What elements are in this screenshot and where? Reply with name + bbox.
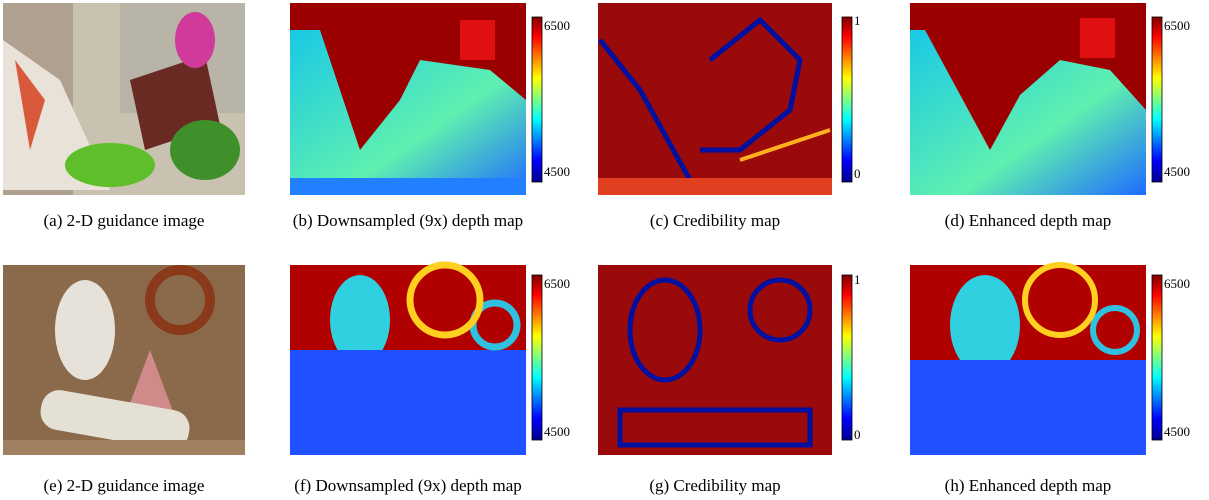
figure: 6500 4500 1 0 6500 4500 6500 4500 1 0 65… <box>0 0 1209 500</box>
colorbar <box>532 17 542 182</box>
colorbar-min: 0 <box>854 166 861 181</box>
caption: (b) Downsampled (9x) depth map <box>293 211 523 230</box>
credibility-map <box>598 3 832 195</box>
colorbar-min: 4500 <box>544 164 570 179</box>
depth-map <box>910 265 1146 455</box>
credibility-map <box>598 265 832 455</box>
colorbar <box>842 275 852 440</box>
caption: (g) Credibility map <box>649 476 780 495</box>
colorbar-max: 6500 <box>544 18 570 33</box>
colorbar-min: 4500 <box>1164 164 1190 179</box>
colorbar-min: 0 <box>854 427 861 442</box>
caption: (c) Credibility map <box>650 211 780 230</box>
depth-map <box>290 265 526 455</box>
colorbar-max: 6500 <box>1164 18 1190 33</box>
guidance-image <box>3 265 245 455</box>
depth-map <box>290 3 526 195</box>
caption: (e) 2-D guidance image <box>44 476 205 495</box>
colorbar <box>842 17 852 182</box>
caption: (a) 2-D guidance image <box>44 211 205 230</box>
caption: (h) Enhanced depth map <box>945 476 1112 495</box>
colorbar-max: 6500 <box>1164 276 1190 291</box>
colorbar-max: 1 <box>854 13 861 28</box>
depth-map <box>910 3 1146 195</box>
colorbar-min: 4500 <box>544 424 570 439</box>
caption: (f) Downsampled (9x) depth map <box>294 476 522 495</box>
colorbar <box>1152 17 1162 182</box>
colorbar-min: 4500 <box>1164 424 1190 439</box>
colorbar <box>532 275 542 440</box>
guidance-image <box>3 3 245 195</box>
colorbar <box>1152 275 1162 440</box>
colorbar-max: 6500 <box>544 276 570 291</box>
caption: (d) Enhanced depth map <box>945 211 1112 230</box>
colorbar-max: 1 <box>854 272 861 287</box>
